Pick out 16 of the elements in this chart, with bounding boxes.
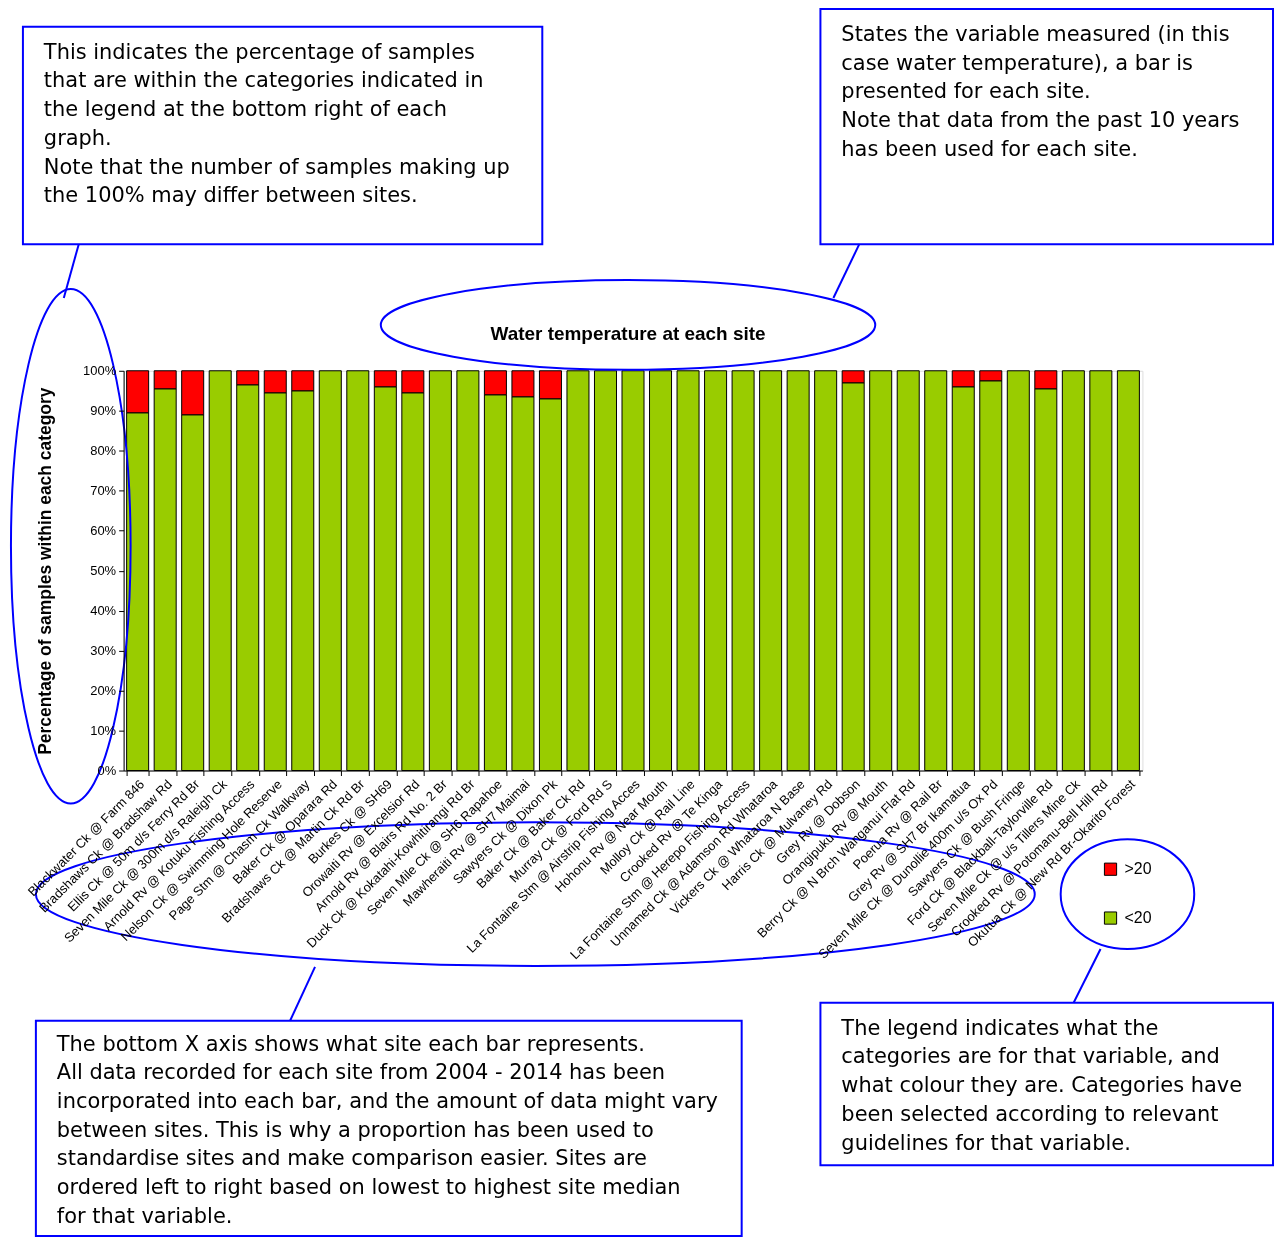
text: States the variable measured (in this case water temperature), a bar is presented for each site. Note that data from the past 10 years has been used for each site. (841, 21, 1240, 161)
legend-label: >20 (1124, 860, 1152, 878)
y-tick-label: 50% (90, 563, 117, 579)
y-tick-label: 70% (90, 483, 117, 499)
legend-label: <20 (1124, 909, 1152, 927)
y-tick-label: 90% (90, 403, 117, 419)
y-tick-label: 80% (90, 443, 117, 459)
y-tick-label: 30% (90, 643, 117, 659)
text: The bottom X axis shows what site each bar represents. All data recorded for each site from 2004 - 2014 has been incorporated into each bar, and the amount of data might vary between sites. This is why a proportion has been used to standardise sites and make comparison easier. Sites are ordered left to right based on lowest to highest site median for that variable. (55, 1031, 718, 1228)
y-tick-label: 20% (90, 683, 117, 699)
text: The legend indicates what the categories are for that variable, and what colour they are. Categories have been selected according to relevant guidelines for that variable. (840, 1015, 1243, 1155)
chart-title: Water temperature at each site (490, 322, 766, 344)
y-axis-title: Percentage of samples within each category (35, 387, 56, 755)
y-tick-label: 60% (90, 523, 117, 539)
y-tick-label: 40% (90, 603, 117, 619)
text: This indicates the percentage of samples that are within the categories indicated in the legend at the bottom right of each graph. Note that the number of samples making up the 100% may differ between sites. (42, 39, 510, 208)
